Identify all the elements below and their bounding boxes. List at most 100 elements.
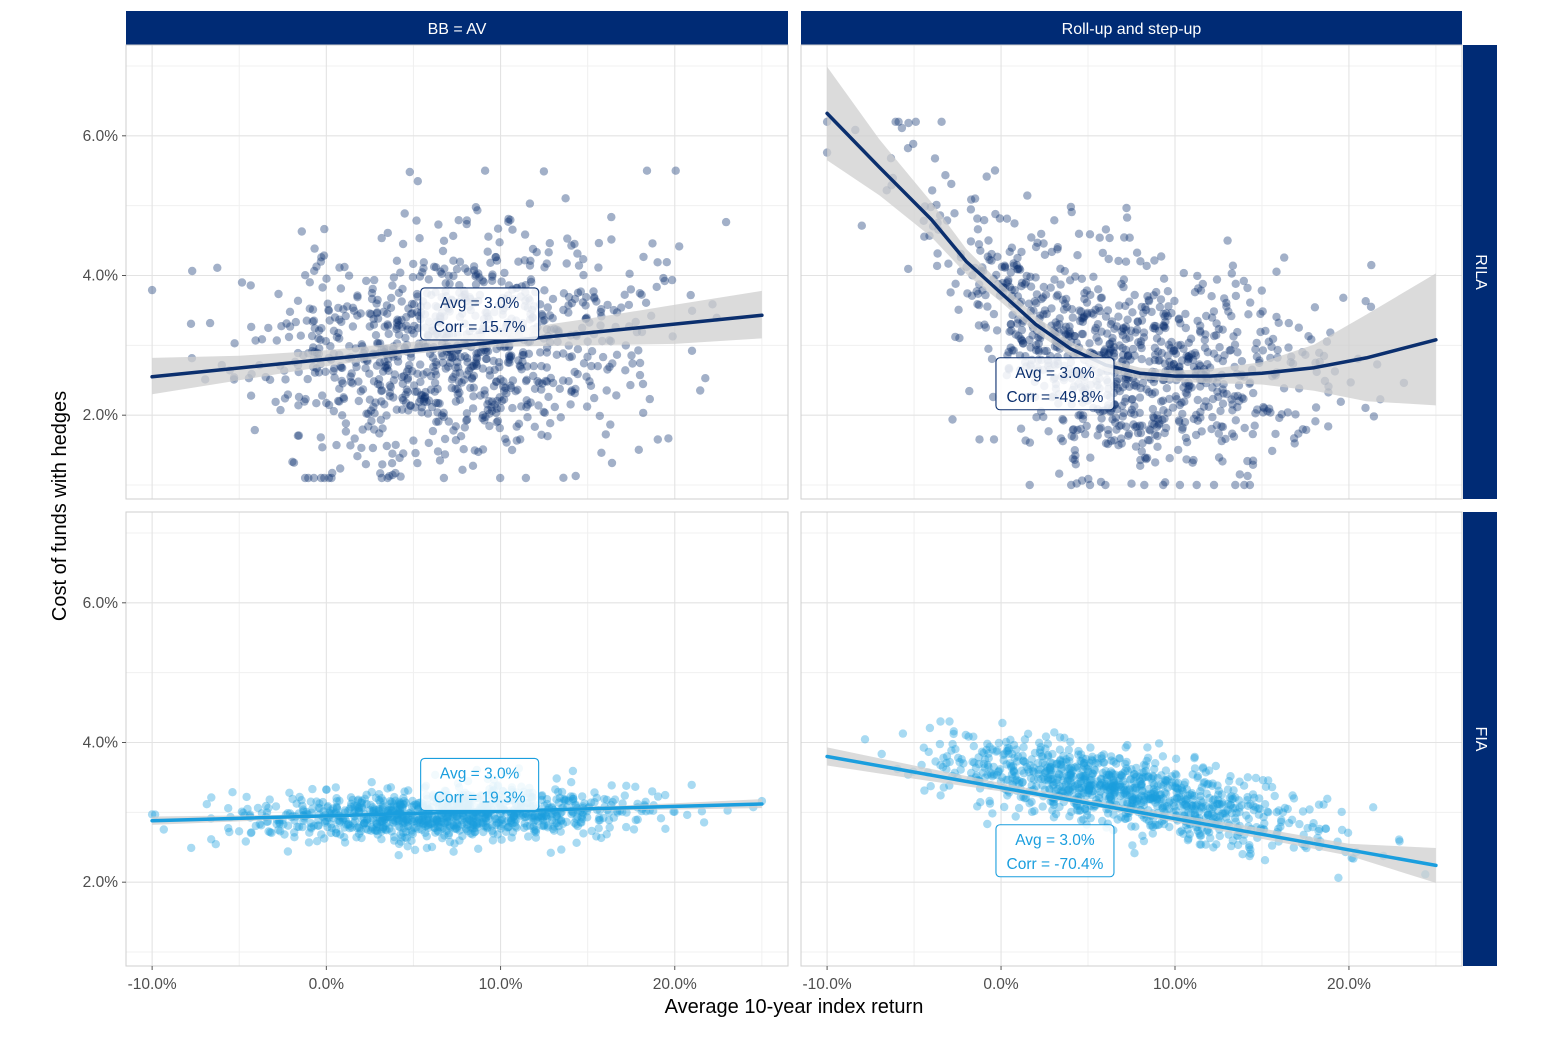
data-point [1018,778,1026,786]
data-point [551,403,559,411]
data-point [1180,269,1188,277]
data-point [1086,230,1094,238]
data-point [1006,248,1014,256]
data-point [636,371,644,379]
data-point [1096,234,1104,242]
data-point [160,825,168,833]
data-point [1105,255,1113,263]
data-point [397,830,405,838]
data-point [430,263,438,271]
data-point [1145,297,1153,305]
data-point [546,311,554,319]
data-point [1110,325,1118,333]
data-point [372,299,380,307]
data-point [936,717,944,725]
data-point [351,434,359,442]
annotation-corr: Corr = -70.4% [1007,856,1104,873]
data-point [1216,407,1224,415]
data-point [1037,230,1045,238]
data-point [372,331,380,339]
data-point [1085,339,1093,347]
data-point [571,385,579,393]
data-point [523,413,531,421]
data-point [1027,343,1035,351]
data-point [352,833,360,841]
data-point [1197,286,1205,294]
data-point [1214,354,1222,362]
data-point [1295,820,1303,828]
data-point [988,355,996,363]
data-point [188,267,196,275]
data-point [314,821,322,829]
data-point [1123,786,1131,794]
data-point [1095,791,1103,799]
data-point [1334,874,1342,882]
data-point [368,778,376,786]
data-point [514,258,522,266]
data-point [611,795,619,803]
data-point [1050,728,1058,736]
data-point [700,818,708,826]
data-point [1042,732,1050,740]
data-point [1083,298,1091,306]
data-point [1284,343,1292,351]
data-point [1176,828,1184,836]
data-point [369,403,377,411]
data-point [1071,272,1079,280]
data-point [476,391,484,399]
data-point [1024,765,1032,773]
data-point [1133,249,1141,257]
data-point [322,275,330,283]
data-point [1176,319,1184,327]
data-point [654,435,662,443]
data-point [399,240,407,248]
data-point [1081,430,1089,438]
data-point [654,792,662,800]
data-point [931,757,939,765]
data-point [1212,319,1220,327]
data-point [247,281,255,289]
data-point [271,398,279,406]
data-point [564,308,572,316]
data-point [357,309,365,317]
data-point [1164,775,1172,783]
data-point [683,811,691,819]
data-point [1227,312,1235,320]
data-point [276,406,284,414]
data-point [1164,409,1172,417]
data-point [955,334,963,342]
data-point [469,392,477,400]
data-point [396,472,404,480]
data-point [482,355,490,363]
data-point [1240,481,1248,489]
data-point [493,405,501,413]
data-point [224,824,232,832]
data-point [452,436,460,444]
data-point [532,834,540,842]
data-point [1131,291,1139,299]
data-point [355,397,363,405]
data-point [295,793,303,801]
data-point [613,351,621,359]
data-point [440,265,448,273]
data-point [213,264,221,272]
data-point [406,401,414,409]
data-point [1108,338,1116,346]
data-point [386,797,394,805]
data-point [290,459,298,467]
data-point [394,357,402,365]
data-point [387,304,395,312]
data-point [1071,763,1079,771]
data-point [1193,272,1201,280]
data-point [1006,736,1014,744]
data-point [441,435,449,443]
data-point [224,804,232,812]
data-point [553,774,561,782]
data-point [501,384,509,392]
data-point [549,295,557,303]
data-point [432,418,440,426]
data-point [461,423,469,431]
data-point [1338,808,1346,816]
data-point [469,462,477,470]
data-point [511,818,519,826]
